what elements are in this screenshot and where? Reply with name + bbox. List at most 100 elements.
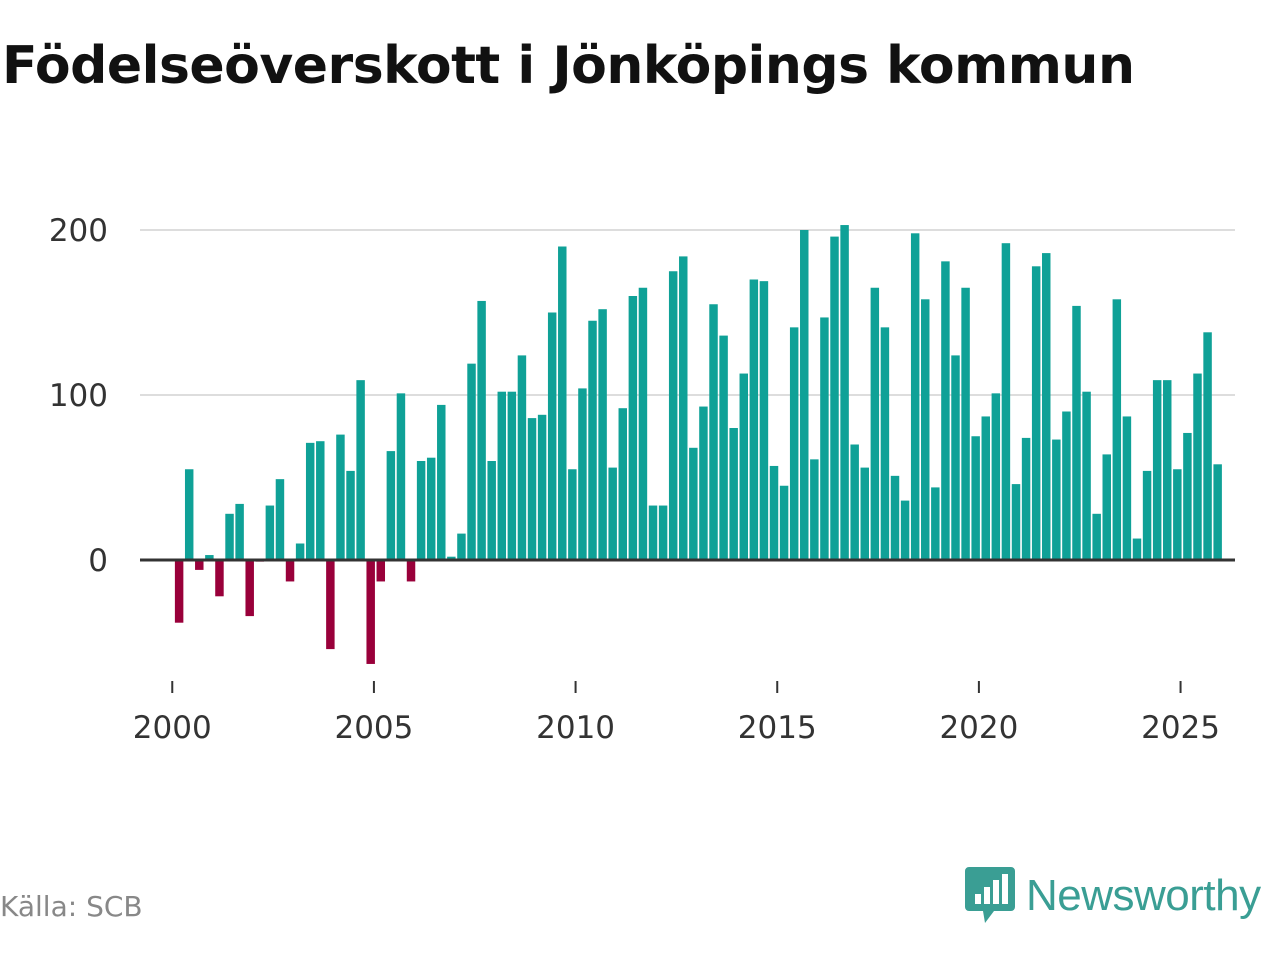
bar <box>689 447 698 560</box>
bar <box>396 393 406 560</box>
bar <box>1112 299 1122 560</box>
bar <box>810 459 819 560</box>
bar <box>558 246 567 560</box>
bar <box>820 317 829 560</box>
bar <box>275 479 285 560</box>
bar <box>679 256 688 560</box>
bar <box>376 560 386 582</box>
brand-name: Newsworthy <box>1026 871 1261 920</box>
bar <box>366 560 375 664</box>
bar <box>870 287 880 560</box>
bar <box>850 444 859 560</box>
bar <box>961 287 970 560</box>
brand-logo[interactable]: Newsworthy <box>964 864 1261 928</box>
bar <box>336 434 345 560</box>
bar <box>1011 484 1021 560</box>
bar <box>346 470 355 560</box>
bar <box>890 475 900 560</box>
bar <box>1102 454 1111 560</box>
bar <box>386 451 396 560</box>
bar <box>739 373 748 560</box>
bar <box>598 309 607 560</box>
bar <box>447 556 456 560</box>
bar <box>326 560 335 650</box>
x-tick-label: 2020 <box>939 710 1018 746</box>
bar <box>921 299 930 560</box>
bar <box>487 461 496 560</box>
bar <box>305 442 315 560</box>
bar <box>457 533 466 560</box>
bar <box>406 560 416 582</box>
bar <box>789 327 799 560</box>
bar <box>830 236 839 560</box>
bar <box>638 287 648 560</box>
bar <box>285 560 295 582</box>
bar <box>1183 432 1192 560</box>
bar <box>1173 469 1182 560</box>
x-tick-label: 2025 <box>1141 710 1220 746</box>
bar <box>235 503 244 560</box>
bar <box>658 505 668 560</box>
bar <box>1072 305 1081 560</box>
bars-layer <box>174 225 1222 664</box>
x-tick-label: 2000 <box>133 710 212 746</box>
bar <box>981 416 990 560</box>
bar <box>316 441 325 560</box>
y-tick-label: 0 <box>88 543 108 579</box>
bar <box>1062 411 1071 560</box>
bar <box>971 436 980 560</box>
bar <box>356 380 365 560</box>
bar <box>588 320 597 560</box>
chart-title: Födelseöverskott i Jönköpings kommun <box>2 36 1135 96</box>
bar <box>1021 437 1031 560</box>
bar <box>769 465 779 560</box>
y-tick-label: 100 <box>49 378 108 414</box>
bar <box>497 391 507 560</box>
bar <box>265 505 275 560</box>
bar <box>931 487 940 560</box>
bar <box>709 304 718 560</box>
bar <box>295 543 305 560</box>
bar <box>467 363 476 560</box>
bar <box>840 225 849 561</box>
bar <box>900 500 910 560</box>
x-tick-label: 2005 <box>334 710 413 746</box>
source-label: Källa: SCB <box>0 890 143 923</box>
bar <box>860 467 869 560</box>
bar <box>880 327 890 560</box>
bar <box>568 469 577 560</box>
bar <box>800 230 809 560</box>
bar <box>1031 266 1041 560</box>
newsworthy-logo-icon <box>965 867 1015 923</box>
bar <box>1052 439 1061 560</box>
bar <box>719 335 728 560</box>
bar <box>507 391 517 560</box>
bar <box>1163 380 1172 560</box>
bar <box>941 261 950 560</box>
bar <box>608 467 617 560</box>
bar <box>547 312 557 560</box>
bar <box>225 513 234 560</box>
bar <box>517 355 527 560</box>
bar <box>245 560 254 617</box>
bar <box>1152 380 1162 560</box>
x-tick-label: 2015 <box>738 710 817 746</box>
bar <box>779 485 789 560</box>
bar <box>1132 538 1142 560</box>
bar <box>749 279 759 560</box>
bar <box>951 355 960 560</box>
bar <box>1142 470 1152 560</box>
bar <box>174 560 184 623</box>
bar <box>1092 513 1101 560</box>
bar <box>578 388 587 560</box>
x-tick-label: 2010 <box>536 710 615 746</box>
bar <box>527 418 537 560</box>
bar <box>1122 416 1132 560</box>
bar <box>184 469 194 560</box>
bar <box>195 560 204 570</box>
bar <box>668 271 678 560</box>
bar <box>416 461 426 560</box>
bar <box>1082 391 1091 560</box>
bar <box>205 555 214 560</box>
